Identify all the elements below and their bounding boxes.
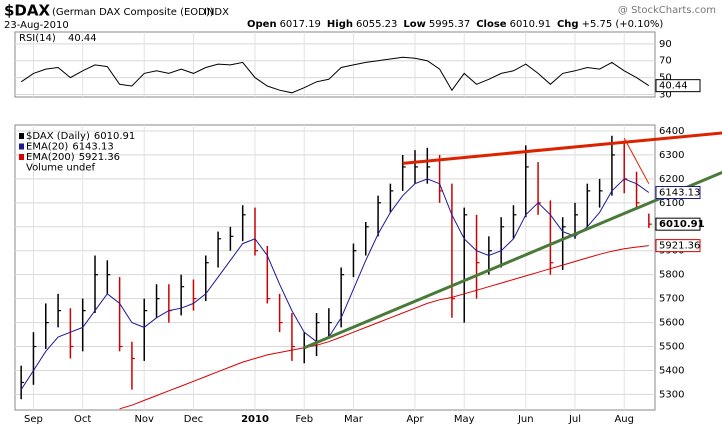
legend-entry: $DAX (Daily) 6010.91	[26, 131, 135, 142]
legend-name: $DAX (Daily)	[26, 131, 90, 142]
quote: Open 6017.19 High 6055.23 Low 5995.37 Close 601…	[247, 19, 663, 30]
legend-swatch	[19, 133, 24, 139]
quote-label: Open	[247, 19, 277, 30]
quote-value: 5995.37	[429, 19, 470, 30]
symbol-name: (German DAX Composite (EOD))	[52, 7, 214, 18]
y-tick-label: 5700	[659, 294, 684, 305]
x-tick-label: May	[454, 414, 475, 425]
y-tick-label: 5600	[659, 318, 684, 329]
quote-value: +5.75 (+0.10%)	[582, 19, 664, 30]
legend-value: 40.44	[68, 33, 97, 44]
legend-name: RSI(14)	[19, 33, 56, 44]
value-box-label: 40.44	[659, 81, 688, 92]
trendline	[402, 131, 722, 165]
legend-swatch	[19, 143, 24, 150]
y-tick-label: 5500	[659, 342, 684, 353]
value-box-label: 6143.13	[659, 188, 700, 199]
legend-value: 6143.13	[72, 142, 113, 153]
y-tick-label: 6200	[659, 174, 684, 185]
x-tick-label: Sep	[24, 414, 43, 425]
x-tick-label: Oct	[74, 414, 91, 425]
y-tick-label: 6300	[659, 150, 684, 161]
value-box	[655, 239, 701, 253]
y-tick-label: 6400	[659, 126, 684, 137]
x-tick-label: Aug	[614, 414, 634, 425]
quote-label: High	[327, 19, 353, 30]
line-series	[20, 56, 650, 94]
quote-label: Close	[476, 19, 507, 30]
quote-label: Chg	[557, 19, 579, 30]
y-tick-label: 50	[659, 73, 672, 84]
line-series	[20, 178, 650, 390]
exchange: INDX	[204, 7, 229, 18]
y-tick-label: 70	[659, 56, 672, 67]
symbol: $DAX	[4, 2, 50, 20]
legend-value: 5921.36	[79, 152, 120, 163]
quote-value: 6055.23	[356, 19, 397, 30]
value-box-label: 5921.36	[659, 241, 700, 252]
x-tick-label: Jul	[568, 414, 581, 425]
y-tick-label: 90	[659, 39, 672, 50]
trendline	[623, 137, 650, 184]
quote-value: 6010.91	[510, 19, 551, 30]
legend-entry: EMA(20) 6143.13	[26, 142, 114, 153]
value-box	[655, 186, 701, 200]
x-tick-label: Nov	[134, 414, 154, 425]
legend-entry: EMA(200) 5921.36	[26, 152, 120, 163]
x-tick-label: Apr	[406, 414, 424, 425]
legend-swatch	[19, 154, 24, 160]
price-panel	[14, 124, 656, 411]
y-tick-label: 5800	[659, 270, 684, 281]
rsi-panel	[14, 31, 656, 98]
line-series	[119, 245, 649, 410]
y-tick-label: 5400	[659, 365, 684, 376]
legend-name: EMA(200)	[26, 152, 75, 163]
value-box-label: 6010.91	[659, 219, 705, 230]
value-box	[655, 79, 701, 93]
x-tick-label: Dec	[184, 414, 203, 425]
legend-value: 6010.91	[94, 131, 135, 142]
x-tick-label: Mar	[344, 414, 364, 425]
legend-extra: Volume undef	[26, 163, 96, 174]
legend-name: EMA(20)	[26, 142, 68, 153]
value-box	[655, 217, 701, 231]
quote-value: 6017.19	[280, 19, 321, 30]
x-tick-label: Feb	[295, 414, 313, 425]
x-tick-label: Jun	[517, 414, 534, 425]
y-tick-label: 6100	[659, 198, 684, 209]
x-tick-label: 2010	[241, 414, 269, 425]
quote-label: Low	[403, 19, 425, 30]
y-tick-label: 5300	[659, 389, 684, 400]
watermark: @ StockCharts.com	[618, 5, 716, 16]
date: 23-Aug-2010	[4, 20, 69, 31]
trendline	[303, 170, 722, 350]
y-tick-label: 30	[659, 89, 672, 100]
